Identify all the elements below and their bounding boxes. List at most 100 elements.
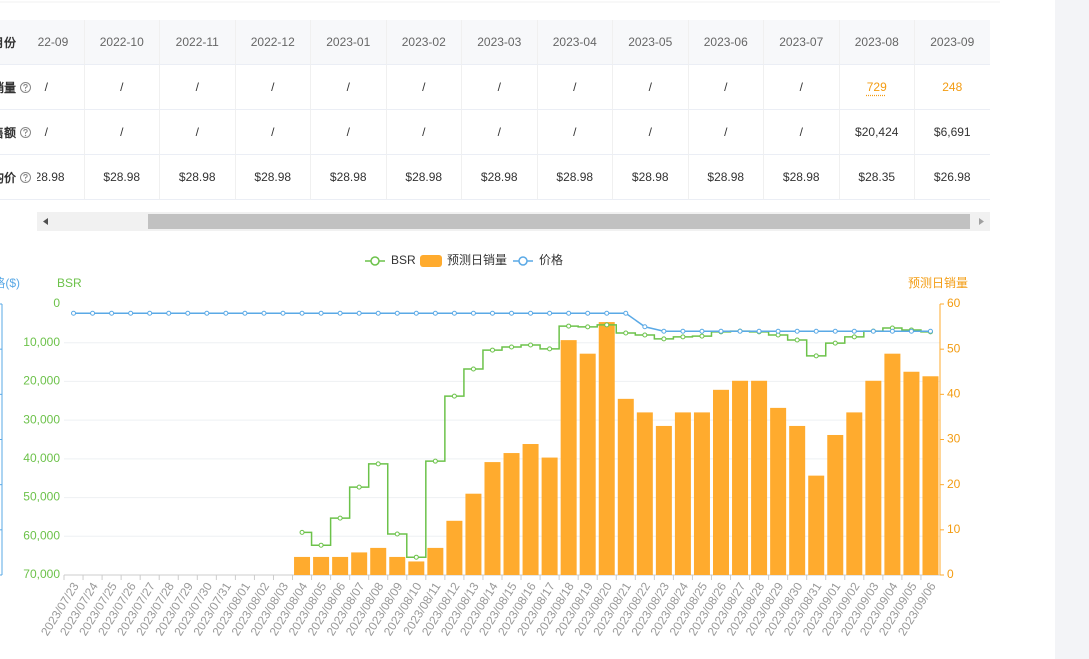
bar	[313, 556, 330, 575]
header-cell: 2022-12	[235, 20, 311, 65]
header-cell: 2023-07	[764, 20, 840, 65]
cell-text: /	[497, 125, 501, 139]
header-cell: 月份	[0, 20, 37, 65]
header-cell: 2023-04	[537, 20, 613, 65]
point	[261, 310, 267, 316]
cell-text: 月份	[0, 35, 16, 50]
y-tick-label: 10,000	[23, 335, 60, 349]
point	[661, 336, 667, 342]
cell-text: /	[271, 80, 275, 94]
header-cell: 2023-06	[688, 20, 764, 65]
bar	[655, 425, 672, 575]
cell-text: /	[120, 80, 124, 94]
chart: BSR 预测日销量 价格($) 0 10,000 20,000 30,000 40,00…	[0, 1, 1000, 638]
point	[394, 531, 400, 537]
table-cell: $6,691	[915, 110, 990, 155]
scrollbar[interactable]	[37, 212, 990, 231]
point	[509, 310, 515, 316]
cell-text: 2023-02	[401, 35, 446, 49]
point	[413, 554, 419, 560]
line	[73, 312, 931, 333]
table-cell: /	[613, 110, 689, 155]
point	[489, 310, 495, 316]
bar	[903, 371, 920, 575]
header-cell: 2023-01	[311, 20, 387, 65]
table-cell: /	[764, 110, 840, 155]
header-cell: 2022-10	[84, 20, 160, 65]
table-cell: /	[386, 65, 462, 110]
y2-tick-label: 60	[947, 296, 961, 310]
info-icon[interactable]	[19, 126, 32, 139]
bar	[674, 412, 691, 575]
bar	[294, 556, 311, 575]
cell-text: $28.98	[37, 170, 65, 184]
point	[90, 310, 96, 316]
row-label: 均价	[0, 155, 37, 200]
table-cell: /	[37, 65, 85, 110]
info-icon[interactable]	[19, 171, 32, 184]
cell-text: 729	[866, 80, 887, 94]
cell-text: /	[422, 125, 426, 139]
table-cell: /	[84, 65, 160, 110]
point	[489, 347, 495, 353]
cell-text: /	[799, 80, 803, 94]
point	[813, 353, 819, 359]
point	[299, 310, 305, 316]
header-cell: 2022-09	[37, 20, 85, 65]
point	[470, 366, 476, 372]
point	[661, 328, 667, 334]
cell-text: /	[573, 80, 577, 94]
y-tick-label: 40,000	[23, 451, 60, 465]
table-cell: /	[235, 65, 311, 110]
point	[280, 310, 286, 316]
bar	[370, 547, 387, 575]
cell-text: $28.98	[782, 170, 820, 184]
scroll-right[interactable]	[979, 218, 984, 225]
header-cell: 2023-09	[915, 20, 990, 65]
header-cell: 2023-05	[613, 20, 689, 65]
table-cell: /	[160, 110, 236, 155]
cell-text: /	[271, 125, 275, 139]
bar	[693, 412, 710, 575]
point	[604, 322, 610, 328]
point	[813, 328, 819, 334]
point	[794, 328, 800, 334]
point	[356, 310, 362, 316]
cell-text: /	[648, 80, 652, 94]
point	[832, 340, 838, 346]
data-table: 月份销量销售额均价 2022-092022-102022-112022-1220…	[0, 20, 990, 200]
y2-tick-label: 30	[947, 432, 961, 446]
cell-text: /	[648, 125, 652, 139]
cell-text: 248	[942, 80, 963, 94]
bar	[579, 353, 596, 575]
cell-text: /	[195, 80, 199, 94]
legend-swatch	[370, 256, 380, 266]
bar	[541, 457, 558, 575]
cell-text: 2023-01	[326, 35, 371, 49]
header-cell: 2023-08	[839, 20, 915, 65]
point	[242, 310, 248, 316]
bar	[446, 520, 463, 575]
legend-swatch	[420, 255, 442, 267]
table-cell: $28.98	[764, 155, 840, 200]
table-cell: $28.98	[235, 155, 311, 200]
cell-text: 2022-12	[250, 35, 295, 49]
point	[528, 310, 534, 316]
cell-text: /	[573, 125, 577, 139]
y-tick-label: 30,000	[23, 412, 60, 426]
legend-swatch	[518, 256, 528, 266]
table-cell: /	[537, 65, 613, 110]
scroll-thumb[interactable]	[148, 214, 970, 229]
table-cell: /	[462, 65, 538, 110]
point	[547, 346, 553, 352]
info-icon[interactable]	[19, 81, 32, 94]
bar	[770, 407, 787, 575]
point	[509, 344, 515, 350]
scroll-left[interactable]	[43, 218, 48, 225]
row-label: 销售额	[0, 110, 37, 155]
point	[794, 337, 800, 343]
point	[604, 310, 610, 316]
cell-text: 2023-08	[854, 35, 899, 49]
table-cell: $26.98	[915, 155, 990, 200]
